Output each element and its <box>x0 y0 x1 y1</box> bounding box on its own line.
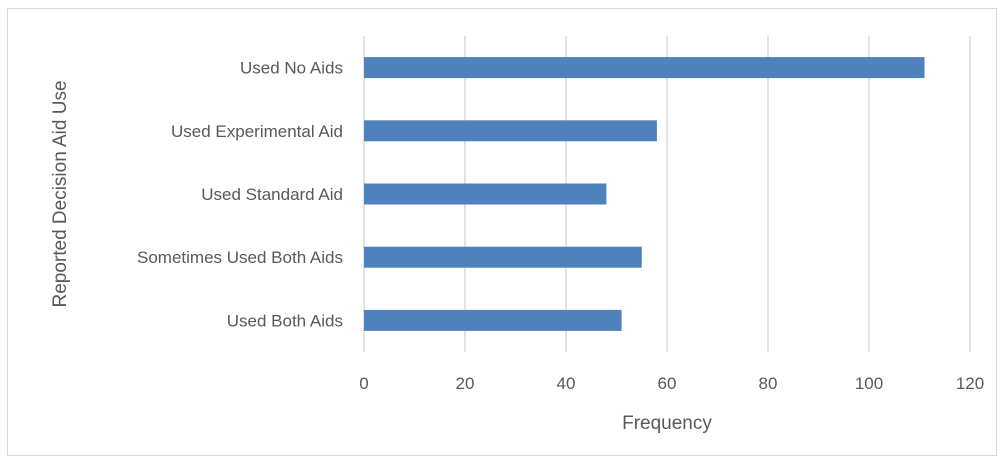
category-label: Used Experimental Aid <box>171 122 343 141</box>
x-tick-labels: 0 20 40 60 80 100 120 <box>359 374 984 393</box>
x-axis-title: Frequency <box>622 413 712 434</box>
x-tick-label: 0 <box>359 374 368 393</box>
y-axis-title: Reported Decision Aid Use <box>50 80 71 307</box>
x-tick-label: 100 <box>855 374 883 393</box>
x-tick-label: 20 <box>456 374 475 393</box>
bar <box>364 246 642 268</box>
category-label: Used Standard Aid <box>201 185 343 204</box>
bar <box>364 309 622 331</box>
category-label: Sometimes Used Both Aids <box>137 248 343 267</box>
bar <box>364 120 657 142</box>
category-labels: Used No Aids Used Experimental Aid Used St… <box>137 59 343 331</box>
bar <box>364 183 607 205</box>
x-tick-label: 40 <box>557 374 576 393</box>
bars <box>364 57 925 331</box>
x-tick-label: 80 <box>759 374 778 393</box>
category-label: Used Both Aids <box>227 311 343 330</box>
x-tick-label: 120 <box>956 374 984 393</box>
x-tick-label: 60 <box>658 374 677 393</box>
chart-frame <box>7 8 997 456</box>
category-label: Used No Aids <box>240 59 343 78</box>
gridlines <box>363 36 971 352</box>
bar <box>364 57 925 79</box>
